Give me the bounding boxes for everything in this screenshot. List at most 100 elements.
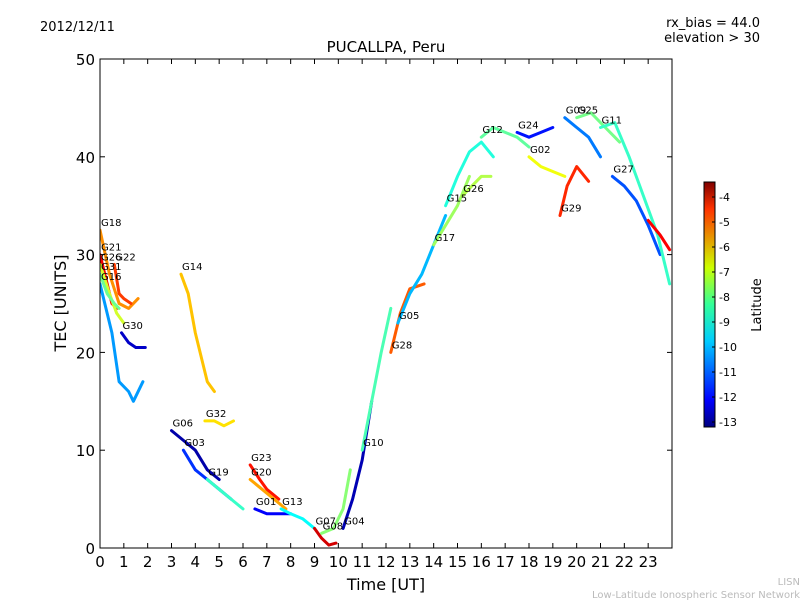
series-label-31: G27 bbox=[613, 164, 633, 175]
series-label-25: G12 bbox=[482, 125, 502, 136]
footer-network: Low-Latitude Ionospheric Sensor Network bbox=[592, 590, 800, 600]
y-tick-label-0: 0 bbox=[85, 540, 95, 558]
x-tick-label-20: 20 bbox=[567, 553, 586, 571]
series-label-19: G10 bbox=[363, 438, 383, 449]
series-line-7 bbox=[179, 272, 216, 393]
x-axis-ticks: 0 1 2 3 4 5 6 7 8 9 10 11 12 13 14 15 16 17 18 19 20 21 22 23 bbox=[95, 59, 658, 571]
x-tick-label-2: 2 bbox=[143, 553, 153, 571]
x-tick-label-11: 11 bbox=[353, 553, 372, 571]
series-label-14: G01 bbox=[256, 497, 276, 508]
series-line-30 bbox=[575, 111, 622, 144]
series-label-13: G20 bbox=[251, 468, 271, 479]
series-line-0 bbox=[100, 228, 140, 310]
series-line-3 bbox=[112, 262, 133, 305]
x-axis-label: Time [UT] bbox=[346, 575, 425, 594]
series-label-15: G13 bbox=[282, 497, 302, 508]
x-tick-label-13: 13 bbox=[400, 553, 419, 571]
series-label-12: G23 bbox=[251, 453, 271, 464]
colorbar-tick-label-6: -10 bbox=[719, 341, 737, 354]
series-line-14 bbox=[253, 507, 293, 516]
x-tick-label-3: 3 bbox=[167, 553, 177, 571]
x-tick-label-22: 22 bbox=[615, 553, 634, 571]
x-tick-label-14: 14 bbox=[424, 553, 443, 571]
x-tick-label-0: 0 bbox=[95, 553, 105, 571]
series-line-5 bbox=[120, 331, 147, 349]
x-tick-label-8: 8 bbox=[286, 553, 296, 571]
series-line-33 bbox=[646, 218, 672, 252]
x-tick-label-1: 1 bbox=[119, 553, 129, 571]
series-label-2: G26 bbox=[101, 252, 121, 263]
series-line-6 bbox=[100, 282, 145, 403]
x-tick-label-17: 17 bbox=[496, 553, 515, 571]
series-label-24: G15 bbox=[447, 194, 467, 205]
series-line-8 bbox=[203, 419, 235, 428]
series-label-10: G03 bbox=[184, 438, 204, 449]
x-tick-label-18: 18 bbox=[519, 553, 538, 571]
colorbar-tick-label-5: -9 bbox=[719, 316, 730, 329]
x-tick-label-6: 6 bbox=[238, 553, 248, 571]
x-tick-label-21: 21 bbox=[591, 553, 610, 571]
x-tick-label-10: 10 bbox=[329, 553, 348, 571]
rx-bias-label: rx_bias = 44.0 bbox=[666, 16, 760, 31]
series-line-27 bbox=[527, 155, 567, 178]
colorbar-tick-label-3: -7 bbox=[719, 266, 730, 279]
series-line-24 bbox=[444, 140, 495, 208]
series-label-23: G26 bbox=[463, 184, 483, 195]
footer-lisn: LISN bbox=[778, 577, 800, 588]
series-label-27: G02 bbox=[530, 145, 550, 156]
plot-frame bbox=[99, 58, 673, 549]
series-label-0: G18 bbox=[101, 218, 121, 229]
series-line-17 bbox=[320, 468, 352, 535]
series-line-28 bbox=[558, 165, 591, 217]
y-tick-label-1: 10 bbox=[76, 442, 95, 460]
x-tick-label-19: 19 bbox=[543, 553, 562, 571]
series-line-23 bbox=[460, 174, 493, 198]
series-line-20 bbox=[389, 282, 426, 354]
y-tick-label-4: 40 bbox=[76, 149, 95, 167]
series-label-16: G07 bbox=[316, 516, 336, 527]
x-tick-label-16: 16 bbox=[472, 553, 491, 571]
series-label-6: G16 bbox=[101, 272, 121, 283]
series-label-20: G28 bbox=[392, 340, 412, 351]
date-label: 2012/12/11 bbox=[40, 20, 115, 35]
series-label-layer: G18G21G26G22G31G30G16G14G32G06G03G19G23G… bbox=[101, 106, 634, 533]
series-line-29 bbox=[563, 116, 602, 159]
y-tick-label-2: 20 bbox=[76, 344, 95, 362]
series-label-21: G05 bbox=[399, 311, 419, 322]
series-line-15 bbox=[279, 507, 316, 530]
series-line-25 bbox=[479, 126, 531, 149]
colorbar-tick-label-2: -6 bbox=[719, 241, 730, 254]
series-label-26: G24 bbox=[518, 120, 538, 131]
series-label-32: G11 bbox=[602, 115, 622, 126]
x-tick-label-7: 7 bbox=[262, 553, 272, 571]
series-label-8: G32 bbox=[206, 409, 226, 420]
series-label-29: G09 bbox=[566, 106, 586, 117]
elevation-label: elevation > 30 bbox=[664, 31, 760, 46]
colorbar-tick-label-4: -8 bbox=[719, 291, 730, 304]
colorbar-tick-label-1: -5 bbox=[719, 216, 730, 229]
series-label-18: G04 bbox=[344, 516, 364, 527]
colorbar-label: Latitude bbox=[750, 278, 765, 332]
series-line-32 bbox=[599, 121, 672, 286]
x-tick-label-15: 15 bbox=[448, 553, 467, 571]
x-tick-label-5: 5 bbox=[214, 553, 224, 571]
colorbar bbox=[703, 181, 716, 428]
series-label-11: G19 bbox=[208, 468, 228, 479]
series-line-11 bbox=[205, 478, 245, 511]
colorbar-tick-label-9: -13 bbox=[719, 416, 737, 429]
series-line-12 bbox=[248, 463, 281, 501]
series-line-21 bbox=[396, 214, 448, 325]
series-line-13 bbox=[248, 478, 288, 511]
series-label-22: G17 bbox=[435, 233, 455, 244]
series-label-5: G30 bbox=[122, 321, 142, 332]
series-label-1: G21 bbox=[101, 243, 121, 254]
series-layer bbox=[100, 111, 672, 547]
series-line-22 bbox=[432, 174, 471, 247]
series-line-16 bbox=[313, 526, 338, 547]
x-tick-label-9: 9 bbox=[310, 553, 320, 571]
series-label-17: G08 bbox=[323, 521, 343, 532]
series-label-28: G29 bbox=[561, 203, 581, 214]
series-label-7: G14 bbox=[182, 262, 202, 273]
x-tick-label-12: 12 bbox=[376, 553, 395, 571]
